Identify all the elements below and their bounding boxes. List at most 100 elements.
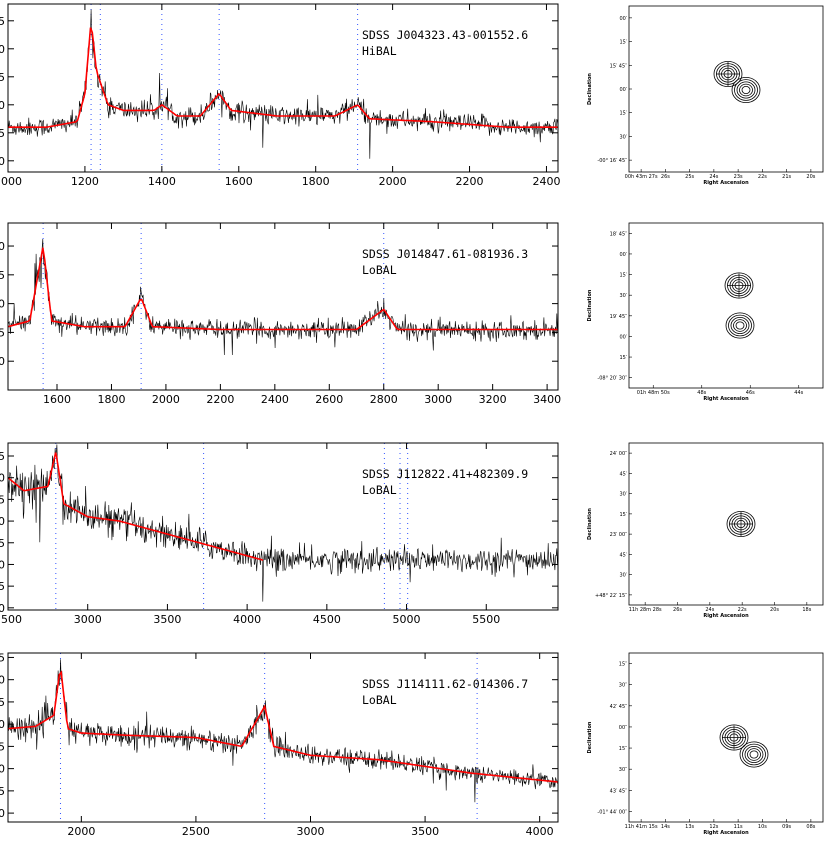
x-tick-label: 3500 [411, 825, 439, 838]
x-tick-label: 3000 [297, 825, 325, 838]
x-tick-label: 4000 [526, 825, 554, 838]
x-tick-label: 4000 [233, 613, 261, 626]
radio-contour [739, 83, 753, 97]
radio-contour [724, 272, 754, 299]
x-tick-label: 2500 [0, 613, 22, 626]
map-frame [628, 652, 824, 823]
x-tick-label: 1000 [0, 175, 22, 188]
map-y-tick-label: 45′ [620, 471, 628, 477]
map-y-tick-label: 30′ [620, 134, 628, 140]
map-y-tick-label: 30″ [619, 683, 627, 689]
map-y-tick-label: 30′ [620, 293, 628, 299]
map-x-tick-label: 08s [806, 824, 815, 830]
map-y-tick-label: 00′ [620, 16, 628, 22]
radio-contour [726, 510, 756, 537]
bal-type: HiBAL [362, 44, 397, 58]
x-tick-label: 3000 [74, 613, 102, 626]
map-y-tick-label: 15′ 45″ [610, 63, 627, 69]
radio-contour [713, 61, 743, 88]
map-x-tick-label: 11h 28m 28s [629, 607, 662, 613]
map-ylabel: Declination [587, 289, 593, 321]
map-y-tick-label: -08° 20′ 30″ [597, 376, 627, 382]
observed-spectrum [8, 659, 558, 803]
map-y-tick-label: 30′ [620, 492, 628, 498]
map-y-tick-label: 15′ [620, 111, 628, 117]
spectrum-frame [7, 222, 559, 391]
map-x-tick-label: 11s [734, 824, 743, 830]
map-x-tick-label: 46s [746, 390, 755, 396]
map-xlabel: Right Ascension [703, 396, 749, 402]
x-tick-label: 2200 [456, 175, 484, 188]
map-y-tick-label: 19′ 45″ [610, 314, 627, 320]
map-x-tick-label: 11h 41m 15s [625, 824, 658, 830]
radio-map-1: 00h 43m 27s 26s 25s 24s 23s 22s 21s 20s 00′ 15′ 15… [587, 5, 824, 186]
observed-spectrum [8, 238, 558, 356]
map-x-tick-label: 10s [758, 824, 767, 830]
map-x-tick-label: 09s [782, 824, 791, 830]
map-y-tick-label: 23′ 00″ [610, 532, 627, 538]
y-tick-label: 20 [0, 43, 5, 56]
spectrum-panel-3: 2500 3000 3500 4000 4500 5000 5500 10 15 20 25 30 35… [0, 442, 559, 626]
radio-contour [734, 79, 758, 101]
y-tick-label: 5 [0, 127, 5, 140]
radio-map-2: 01h 48m 50s 48s 46s 44s 18′ 45″ 00′ 15′ 30′ 19′ … [587, 222, 824, 402]
radio-contour [736, 81, 756, 99]
y-tick-label: 5 [0, 785, 5, 798]
map-xlabel: Right Ascension [703, 613, 749, 619]
spectrum-frame [7, 652, 559, 823]
map-x-tick-label: 48s [697, 390, 706, 396]
x-tick-label: 2400 [532, 175, 560, 188]
model-spectrum [8, 452, 264, 561]
map-y-tick-label: 15′ [620, 273, 628, 279]
map-frame [628, 5, 824, 173]
spectrum-panel-1: 1000 1200 1400 1600 1800 2000 2200 2400 0 5 10 15 20… [0, 3, 560, 188]
y-tick-label: 40 [0, 472, 5, 485]
model-spectrum [8, 670, 558, 783]
y-tick-label: 15 [0, 580, 5, 593]
bal-type: LoBAL [362, 693, 397, 707]
map-y-tick-label: 15′ [620, 512, 628, 518]
x-tick-label: 2000 [152, 393, 180, 406]
x-tick-label: 2600 [315, 393, 343, 406]
object-name: SDSS J112822.41+482309.9 [362, 467, 528, 481]
x-tick-label: 2400 [261, 393, 289, 406]
map-y-tick-label: 15′ [620, 40, 628, 46]
y-tick-label: 20 [0, 718, 5, 731]
map-y-tick-label: 15′ [620, 355, 628, 361]
model-spectrum [8, 247, 558, 331]
model-spectrum [8, 27, 558, 128]
object-name: SDSS J114111.62-014306.7 [362, 677, 528, 691]
radio-contour [741, 86, 751, 95]
map-x-tick-label: 24s [709, 174, 718, 180]
spectrum-panel-2: 1600 1800 2000 2200 2400 2600 2800 3000 3200 3400… [0, 222, 561, 406]
y-tick-label: 25 [0, 537, 5, 550]
y-tick-label: 20 [0, 558, 5, 571]
map-y-tick-label: 00′ [620, 87, 628, 93]
x-tick-label: 1600 [225, 175, 253, 188]
map-y-tick-label: 43′ 45″ [610, 788, 627, 794]
map-ylabel: Declination [587, 721, 593, 753]
map-x-tick-label: 26s [661, 174, 670, 180]
y-tick-label: 15 [0, 740, 5, 753]
map-y-tick-label: 30′ [620, 573, 628, 579]
radio-contour [739, 741, 769, 768]
radio-contour [731, 77, 761, 104]
y-tick-label: 35 [0, 651, 5, 664]
x-tick-label: 2500 [182, 825, 210, 838]
x-tick-label: 1200 [71, 175, 99, 188]
map-x-tick-label: 20s [770, 607, 779, 613]
x-tick-label: 1400 [148, 175, 176, 188]
radio-map-4: 11h 41m 15s 14s 13s 12s 11s 10s 09s 08s 15″ 30″ 42… [587, 652, 824, 836]
y-tick-label: 25 [0, 15, 5, 28]
y-tick-label: 15 [0, 269, 5, 282]
y-tick-label: 0 [0, 355, 5, 368]
map-y-tick-label: 18′ 45″ [610, 231, 627, 237]
map-x-tick-label: 21s [782, 174, 791, 180]
spectrum-frame [7, 442, 559, 611]
map-frame [628, 222, 824, 389]
x-tick-label: 5500 [472, 613, 500, 626]
map-ylabel: Declination [587, 508, 593, 540]
x-tick-label: 1800 [97, 393, 125, 406]
radio-contour [735, 321, 745, 330]
